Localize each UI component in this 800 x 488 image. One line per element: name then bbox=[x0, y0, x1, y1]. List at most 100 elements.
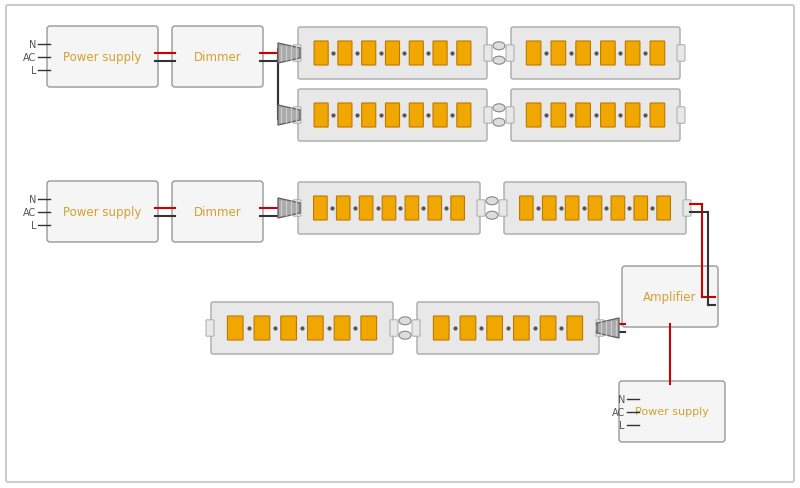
Polygon shape bbox=[278, 199, 300, 219]
FancyBboxPatch shape bbox=[542, 197, 556, 221]
FancyBboxPatch shape bbox=[298, 90, 487, 142]
FancyBboxPatch shape bbox=[428, 197, 442, 221]
FancyBboxPatch shape bbox=[626, 42, 640, 66]
FancyBboxPatch shape bbox=[477, 201, 485, 217]
Text: Dimmer: Dimmer bbox=[194, 205, 242, 219]
FancyBboxPatch shape bbox=[6, 6, 794, 482]
FancyBboxPatch shape bbox=[619, 381, 725, 442]
FancyBboxPatch shape bbox=[362, 42, 376, 66]
FancyBboxPatch shape bbox=[484, 46, 492, 62]
FancyBboxPatch shape bbox=[338, 104, 352, 128]
FancyBboxPatch shape bbox=[540, 316, 556, 340]
Polygon shape bbox=[278, 106, 300, 126]
FancyBboxPatch shape bbox=[576, 104, 590, 128]
FancyBboxPatch shape bbox=[293, 201, 301, 217]
FancyBboxPatch shape bbox=[337, 197, 350, 221]
FancyBboxPatch shape bbox=[307, 316, 323, 340]
FancyBboxPatch shape bbox=[457, 104, 471, 128]
FancyBboxPatch shape bbox=[677, 46, 685, 62]
FancyBboxPatch shape bbox=[611, 197, 625, 221]
FancyBboxPatch shape bbox=[254, 316, 270, 340]
FancyBboxPatch shape bbox=[511, 28, 680, 80]
FancyBboxPatch shape bbox=[298, 28, 487, 80]
FancyBboxPatch shape bbox=[361, 316, 377, 340]
FancyBboxPatch shape bbox=[47, 182, 158, 243]
FancyBboxPatch shape bbox=[172, 182, 263, 243]
FancyBboxPatch shape bbox=[588, 197, 602, 221]
FancyBboxPatch shape bbox=[499, 201, 507, 217]
FancyBboxPatch shape bbox=[657, 197, 670, 221]
FancyBboxPatch shape bbox=[601, 42, 615, 66]
Ellipse shape bbox=[399, 331, 411, 340]
FancyBboxPatch shape bbox=[551, 42, 566, 66]
Text: AC: AC bbox=[612, 407, 625, 417]
FancyBboxPatch shape bbox=[551, 104, 566, 128]
Polygon shape bbox=[597, 318, 619, 338]
FancyBboxPatch shape bbox=[172, 27, 263, 88]
Text: L: L bbox=[30, 221, 36, 230]
FancyBboxPatch shape bbox=[359, 197, 373, 221]
FancyBboxPatch shape bbox=[314, 197, 327, 221]
Text: Dimmer: Dimmer bbox=[194, 51, 242, 64]
FancyBboxPatch shape bbox=[526, 104, 541, 128]
FancyBboxPatch shape bbox=[410, 42, 423, 66]
FancyBboxPatch shape bbox=[514, 316, 529, 340]
FancyBboxPatch shape bbox=[677, 107, 685, 124]
FancyBboxPatch shape bbox=[506, 46, 514, 62]
FancyBboxPatch shape bbox=[433, 42, 447, 66]
FancyBboxPatch shape bbox=[281, 316, 297, 340]
FancyBboxPatch shape bbox=[338, 42, 352, 66]
FancyBboxPatch shape bbox=[457, 42, 471, 66]
Text: L: L bbox=[30, 66, 36, 76]
FancyBboxPatch shape bbox=[526, 42, 541, 66]
Text: L: L bbox=[619, 420, 625, 430]
FancyBboxPatch shape bbox=[334, 316, 350, 340]
Text: N: N bbox=[618, 394, 625, 404]
FancyBboxPatch shape bbox=[504, 183, 686, 235]
FancyBboxPatch shape bbox=[386, 104, 399, 128]
FancyBboxPatch shape bbox=[293, 46, 301, 62]
FancyBboxPatch shape bbox=[412, 320, 420, 337]
Text: AC: AC bbox=[22, 53, 36, 63]
Text: Power supply: Power supply bbox=[635, 407, 709, 417]
FancyBboxPatch shape bbox=[683, 201, 691, 217]
FancyBboxPatch shape bbox=[47, 27, 158, 88]
FancyBboxPatch shape bbox=[650, 42, 665, 66]
FancyBboxPatch shape bbox=[460, 316, 476, 340]
FancyBboxPatch shape bbox=[390, 320, 398, 337]
FancyBboxPatch shape bbox=[298, 183, 480, 235]
FancyBboxPatch shape bbox=[433, 104, 447, 128]
FancyBboxPatch shape bbox=[382, 197, 396, 221]
Ellipse shape bbox=[493, 57, 505, 65]
Ellipse shape bbox=[493, 43, 505, 51]
FancyBboxPatch shape bbox=[405, 197, 418, 221]
FancyBboxPatch shape bbox=[314, 42, 328, 66]
FancyBboxPatch shape bbox=[386, 42, 399, 66]
FancyBboxPatch shape bbox=[487, 316, 502, 340]
FancyBboxPatch shape bbox=[293, 107, 301, 124]
FancyBboxPatch shape bbox=[622, 266, 718, 327]
FancyBboxPatch shape bbox=[626, 104, 640, 128]
Ellipse shape bbox=[493, 104, 505, 113]
FancyBboxPatch shape bbox=[484, 107, 492, 124]
Polygon shape bbox=[278, 44, 300, 64]
FancyBboxPatch shape bbox=[511, 90, 680, 142]
FancyBboxPatch shape bbox=[601, 104, 615, 128]
FancyBboxPatch shape bbox=[506, 107, 514, 124]
Ellipse shape bbox=[399, 317, 411, 325]
Ellipse shape bbox=[486, 197, 498, 205]
FancyBboxPatch shape bbox=[211, 303, 393, 354]
FancyBboxPatch shape bbox=[576, 42, 590, 66]
FancyBboxPatch shape bbox=[314, 104, 328, 128]
FancyBboxPatch shape bbox=[634, 197, 647, 221]
Text: N: N bbox=[29, 195, 36, 204]
Text: N: N bbox=[29, 40, 36, 50]
FancyBboxPatch shape bbox=[362, 104, 376, 128]
Text: Amplifier: Amplifier bbox=[643, 290, 697, 304]
Text: Power supply: Power supply bbox=[63, 205, 142, 219]
FancyBboxPatch shape bbox=[227, 316, 243, 340]
Ellipse shape bbox=[493, 119, 505, 127]
FancyBboxPatch shape bbox=[566, 197, 579, 221]
FancyBboxPatch shape bbox=[206, 320, 214, 337]
FancyBboxPatch shape bbox=[650, 104, 665, 128]
